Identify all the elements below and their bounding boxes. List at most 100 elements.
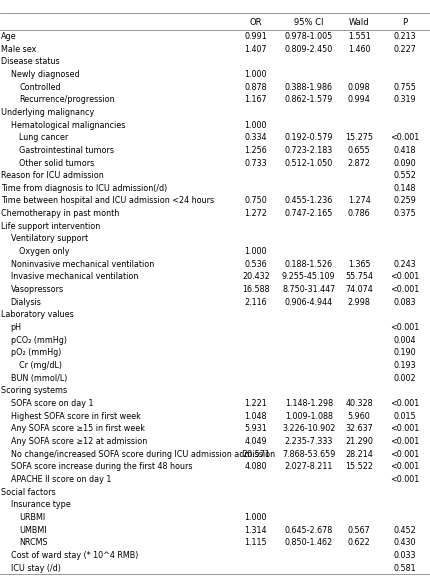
Text: <0.001: <0.001 [390,424,420,433]
Text: 0.655: 0.655 [348,146,370,155]
Text: 5.931: 5.931 [245,424,267,433]
Text: 0.552: 0.552 [393,171,417,180]
Text: 1.148-1.298: 1.148-1.298 [285,399,333,408]
Text: Gastrointestinal tumors: Gastrointestinal tumors [19,146,114,155]
Text: Cr (mg/dL): Cr (mg/dL) [19,361,62,370]
Text: Cost of ward stay (* 10^4 RMB): Cost of ward stay (* 10^4 RMB) [11,551,138,560]
Text: Oxygen only: Oxygen only [19,247,70,256]
Text: 0.878: 0.878 [245,83,267,91]
Text: <0.001: <0.001 [390,475,420,484]
Text: 0.004: 0.004 [394,336,416,345]
Text: 9.255-45.109: 9.255-45.109 [282,273,335,281]
Text: 1.000: 1.000 [245,513,267,522]
Text: <0.001: <0.001 [390,323,420,332]
Text: 0.334: 0.334 [245,133,267,142]
Text: 1.221: 1.221 [245,399,267,408]
Text: 1.407: 1.407 [245,45,267,54]
Text: Age: Age [1,32,17,41]
Text: 3.226-10.902: 3.226-10.902 [282,424,335,433]
Text: 1.314: 1.314 [245,526,267,534]
Text: 0.850-1.462: 0.850-1.462 [285,538,333,547]
Text: Life support intervention: Life support intervention [1,222,101,231]
Text: 0.581: 0.581 [394,563,416,573]
Text: 1.460: 1.460 [348,45,370,54]
Text: Reason for ICU admission: Reason for ICU admission [1,171,104,180]
Text: Male sex: Male sex [1,45,37,54]
Text: 15.275: 15.275 [345,133,373,142]
Text: 20.571: 20.571 [242,450,270,459]
Text: SOFA score on day 1: SOFA score on day 1 [11,399,93,408]
Text: 0.090: 0.090 [394,159,416,167]
Text: 0.733: 0.733 [245,159,267,167]
Text: SOFA score increase during the first 48 hours: SOFA score increase during the first 48 … [11,462,192,471]
Text: 0.809-2.450: 0.809-2.450 [285,45,333,54]
Text: 0.192-0.579: 0.192-0.579 [285,133,333,142]
Text: 20.432: 20.432 [242,273,270,281]
Text: 1.009-1.088: 1.009-1.088 [285,412,333,421]
Text: 4.080: 4.080 [245,462,267,471]
Text: Time from diagnosis to ICU admission(/d): Time from diagnosis to ICU admission(/d) [1,184,168,193]
Text: APACHE II score on day 1: APACHE II score on day 1 [11,475,111,484]
Text: 0.723-2.183: 0.723-2.183 [285,146,333,155]
Text: 1.000: 1.000 [245,247,267,256]
Text: 0.033: 0.033 [394,551,416,560]
Text: 1.000: 1.000 [245,70,267,79]
Text: pO₂ (mmHg): pO₂ (mmHg) [11,349,61,357]
Text: <0.001: <0.001 [390,399,420,408]
Text: 0.002: 0.002 [394,373,416,383]
Text: 0.190: 0.190 [394,349,416,357]
Text: 2.116: 2.116 [245,298,267,307]
Text: Disease status: Disease status [1,57,60,66]
Text: No change/increased SOFA score during ICU admission admission: No change/increased SOFA score during IC… [11,450,275,459]
Text: <0.001: <0.001 [390,273,420,281]
Text: 28.214: 28.214 [345,450,373,459]
Text: P: P [402,18,408,27]
Text: 1.274: 1.274 [348,196,370,206]
Text: URBMI: URBMI [19,513,46,522]
Text: 2.027-8.211: 2.027-8.211 [285,462,333,471]
Text: 0.786: 0.786 [348,209,370,218]
Text: Laboratory values: Laboratory values [1,310,74,320]
Text: Lung cancer: Lung cancer [19,133,69,142]
Text: 0.991: 0.991 [245,32,267,41]
Text: OR: OR [249,18,262,27]
Text: 15.522: 15.522 [345,462,373,471]
Text: 0.862-1.579: 0.862-1.579 [285,95,333,104]
Text: Noninvasive mechanical ventilation: Noninvasive mechanical ventilation [11,260,154,269]
Text: 0.645-2.678: 0.645-2.678 [285,526,333,534]
Text: 0.452: 0.452 [394,526,416,534]
Text: ICU stay (/d): ICU stay (/d) [11,563,61,573]
Text: 40.328: 40.328 [345,399,373,408]
Text: 0.906-4.944: 0.906-4.944 [285,298,333,307]
Text: 16.588: 16.588 [242,285,270,294]
Text: 1.000: 1.000 [245,120,267,130]
Text: 0.430: 0.430 [394,538,416,547]
Text: 0.978-1.005: 0.978-1.005 [285,32,333,41]
Text: 0.213: 0.213 [394,32,416,41]
Text: Dialysis: Dialysis [11,298,42,307]
Text: 0.319: 0.319 [394,95,416,104]
Text: 2.872: 2.872 [347,159,371,167]
Text: 0.243: 0.243 [394,260,416,269]
Text: 1.365: 1.365 [348,260,370,269]
Text: 0.512-1.050: 0.512-1.050 [285,159,333,167]
Text: Wald: Wald [349,18,369,27]
Text: Newly diagnosed: Newly diagnosed [11,70,80,79]
Text: 0.188-1.526: 0.188-1.526 [285,260,333,269]
Text: 0.227: 0.227 [393,45,417,54]
Text: pCO₂ (mmHg): pCO₂ (mmHg) [11,336,67,345]
Text: Insurance type: Insurance type [11,500,71,510]
Text: 1.256: 1.256 [245,146,267,155]
Text: Chemotherapy in past month: Chemotherapy in past month [1,209,120,218]
Text: 2.235-7.333: 2.235-7.333 [285,437,333,446]
Text: Scoring systems: Scoring systems [1,386,68,395]
Text: Recurrence/progression: Recurrence/progression [19,95,115,104]
Text: Any SOFA score ≥12 at admission: Any SOFA score ≥12 at admission [11,437,147,446]
Text: Hematological malignancies: Hematological malignancies [11,120,125,130]
Text: 32.637: 32.637 [345,424,373,433]
Text: 0.083: 0.083 [394,298,416,307]
Text: Time between hospital and ICU admission <24 hours: Time between hospital and ICU admission … [1,196,215,206]
Text: Underlying malignancy: Underlying malignancy [1,108,95,117]
Text: Ventilatory support: Ventilatory support [11,234,88,243]
Text: 8.750-31.447: 8.750-31.447 [282,285,335,294]
